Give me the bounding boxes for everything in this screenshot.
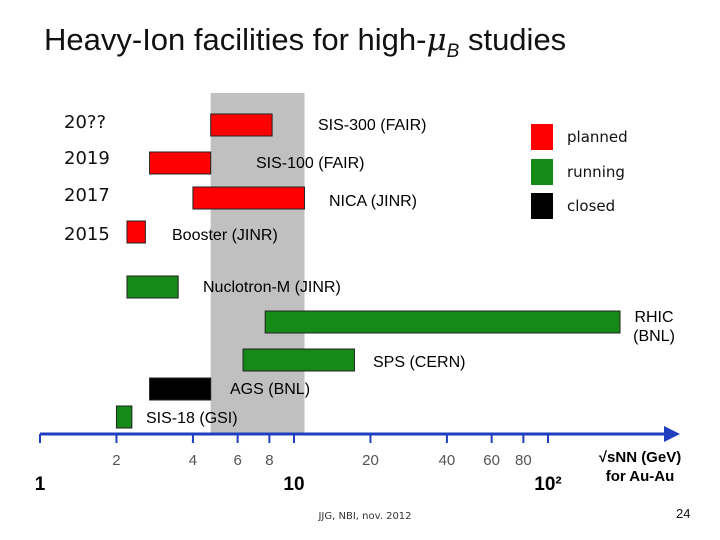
- x-tick-label: 2: [112, 452, 120, 469]
- highlight-band: [210, 93, 305, 433]
- legend-swatch-planned: [531, 124, 553, 150]
- x-tick-label: 4: [189, 452, 197, 469]
- x-axis-arrow: [664, 426, 680, 442]
- bar-sps-cern: [242, 348, 355, 372]
- x-axis-label-line2: for Au-Au: [606, 468, 675, 485]
- x-tick-label: 20: [362, 452, 379, 469]
- bar-label-rhic-bnl: RHIC (BNL): [633, 309, 675, 345]
- legend-swatch-closed: [531, 193, 553, 219]
- bar-booster-jinr: [126, 220, 146, 244]
- x-tick-label: 10: [283, 474, 304, 495]
- legend-label-running: running: [567, 163, 625, 181]
- title-subscript: B: [446, 41, 460, 63]
- bar-label-ags-bnl: AGS (BNL): [230, 381, 310, 398]
- bar-sis-18-gsi: [115, 405, 133, 429]
- bar-rhic-bnl: [264, 310, 621, 334]
- bar-nuclotron-m-jinr: [126, 275, 179, 299]
- x-tick-label: 40: [439, 452, 456, 469]
- page-number: 24: [676, 506, 691, 521]
- x-tick-label: 1: [35, 474, 46, 495]
- title-mu-symbol: μ: [426, 22, 447, 58]
- year-label: 20??: [64, 112, 106, 133]
- year-label: 2019: [64, 148, 110, 169]
- bar-label-sps-cern: SPS (CERN): [373, 354, 465, 371]
- bar-label-sis-300-fair: SIS-300 (FAIR): [318, 117, 426, 134]
- bar-nica-jinr: [192, 186, 306, 210]
- bar-label-part: RHIC: [634, 309, 673, 326]
- bar-sis-300-fair: [210, 113, 273, 137]
- bar-ags-bnl: [149, 377, 212, 401]
- slide-title: Heavy-Ion facilities for high-μB studies: [44, 22, 566, 63]
- bar-label-booster-jinr: Booster (JINR): [172, 227, 278, 244]
- x-tick-label: 60: [483, 452, 500, 469]
- x-tick-label: 8: [265, 452, 273, 469]
- year-label: 2015: [64, 224, 110, 245]
- bar-label-nuclotron-m-jinr: Nuclotron-M (JINR): [203, 279, 341, 296]
- bar-label-nica-jinr: NICA (JINR): [329, 193, 417, 210]
- year-label: 2017: [64, 185, 110, 206]
- x-tick-label: 80: [515, 452, 532, 469]
- legend-label-planned: planned: [567, 128, 628, 146]
- x-tick-label: 6: [233, 452, 241, 469]
- x-tick-label: 10²: [534, 474, 561, 495]
- bar-label-part: (BNL): [633, 328, 675, 345]
- bar-label-sis-18-gsi: SIS-18 (GSI): [146, 410, 238, 427]
- x-axis-label-line1: √sNN (GeV): [599, 449, 681, 466]
- legend-swatch-running: [531, 159, 553, 185]
- title-main: Heavy-Ion facilities for high-: [44, 22, 427, 57]
- bar-label-sis-100-fair: SIS-100 (FAIR): [256, 155, 364, 172]
- title-tail: studies: [459, 22, 567, 57]
- credit-footer: JJG, NBI, nov. 2012: [318, 511, 412, 522]
- bar-sis-100-fair: [149, 151, 212, 175]
- legend-label-closed: closed: [567, 197, 615, 215]
